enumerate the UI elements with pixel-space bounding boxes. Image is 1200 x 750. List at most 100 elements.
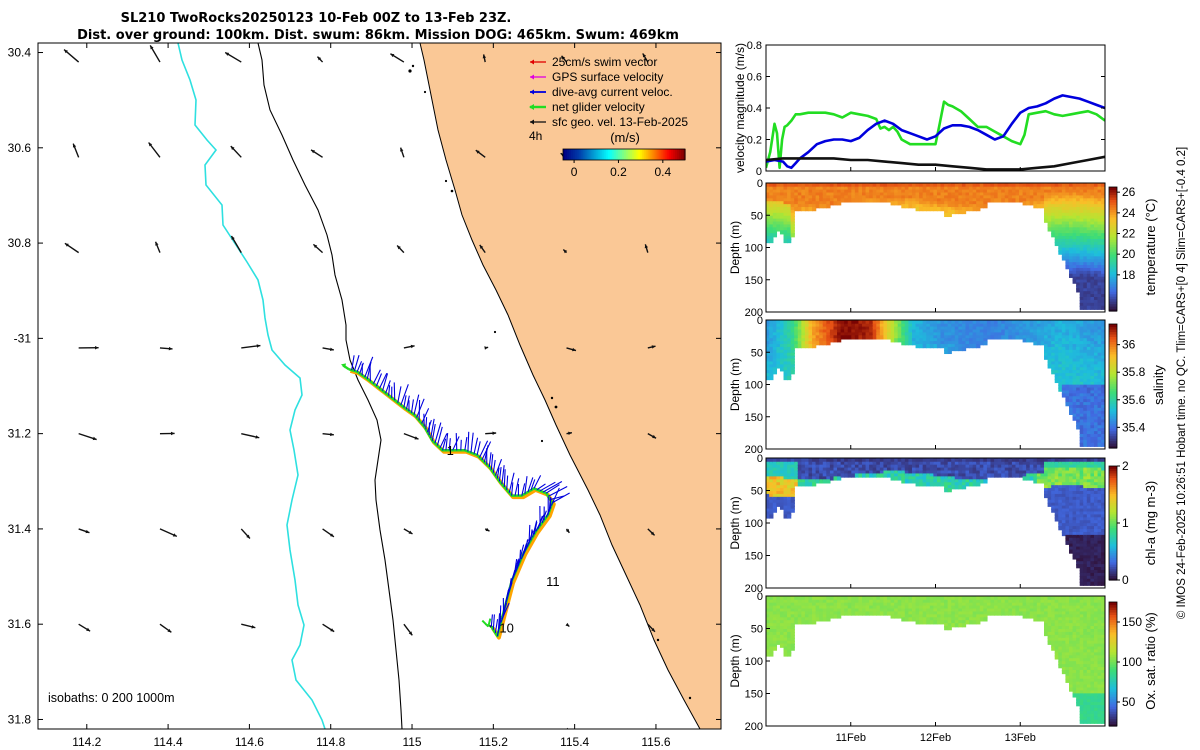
geo-velocity-arrow (647, 528, 656, 536)
section-cell (776, 323, 781, 328)
section-cell (766, 649, 770, 654)
section-cell (1004, 464, 1009, 469)
section-cell (951, 482, 956, 487)
section-colorbar-frame (1108, 323, 1118, 449)
section-cell (783, 646, 788, 651)
section-cell (783, 236, 788, 241)
section-cell (1069, 491, 1074, 496)
section-cell (769, 332, 774, 337)
section-cell (979, 329, 984, 334)
section-cell (1083, 479, 1088, 484)
section-cell (783, 626, 788, 631)
section-cell (954, 201, 960, 206)
section-cell (779, 470, 785, 475)
isobath-note: isobaths: 0 200 1000m (48, 691, 174, 705)
section-cell (1093, 241, 1099, 247)
section-cell (865, 611, 870, 616)
section-cell (1097, 320, 1102, 326)
section-cell (1065, 361, 1070, 366)
section-cell (883, 458, 888, 464)
section-cell (1083, 523, 1088, 528)
section-cell (1033, 332, 1038, 337)
section-cell (904, 479, 910, 484)
section-cell (936, 338, 942, 343)
section-cell (783, 352, 788, 357)
section-cell (822, 192, 827, 197)
map-x-tick-label: 114.6 (235, 735, 264, 749)
section-cell (1072, 482, 1077, 487)
section-cell (1090, 572, 1095, 578)
section-cell (1051, 473, 1056, 478)
section-cell (797, 482, 802, 487)
section-colorbar-cell (1109, 475, 1117, 478)
section-cell (1101, 259, 1105, 264)
section-cell (801, 611, 806, 616)
section-cell (829, 461, 835, 466)
current-vector (464, 436, 468, 451)
section-cell (804, 195, 810, 200)
section-cell (1086, 488, 1092, 493)
section-cell (922, 326, 927, 331)
section-cell (954, 479, 960, 484)
section-cell (915, 332, 920, 337)
section-cell (1097, 358, 1102, 363)
current-vector (516, 558, 520, 569)
section-cell (1090, 358, 1095, 363)
section-cell (1044, 488, 1049, 493)
colorbar-cell (593, 149, 597, 160)
section-cell (911, 323, 917, 328)
section-cell (1097, 526, 1102, 531)
section-cell (769, 329, 774, 334)
section-cell (1072, 520, 1077, 525)
section-cell (783, 370, 788, 375)
section-cell (1101, 496, 1105, 502)
section-cell (1083, 332, 1088, 337)
section-cell (790, 464, 795, 469)
section-cell (822, 204, 827, 209)
section-cell (1069, 404, 1074, 410)
section-cell (1101, 505, 1105, 510)
section-cell (1004, 192, 1009, 197)
section-cell (894, 476, 899, 481)
track-end-arrowhead (341, 363, 347, 369)
section-cell (797, 479, 802, 484)
section-cell (994, 198, 999, 203)
section-cell (897, 195, 902, 200)
section-cell (766, 341, 770, 346)
section-cell (1040, 479, 1045, 484)
section-depth-tick-label: 0 (757, 453, 763, 465)
section-cell (890, 599, 895, 604)
section-cell (947, 195, 952, 200)
section-cell (1079, 549, 1084, 554)
geo-velocity-arrow (241, 623, 256, 629)
section-cell (779, 611, 785, 616)
section-cell (994, 195, 999, 200)
section-cell (815, 341, 820, 346)
section-cell (911, 335, 917, 340)
current-vector (434, 422, 442, 444)
section-cell (1101, 526, 1105, 531)
section-cell (965, 476, 970, 481)
section-cell (1083, 299, 1088, 305)
section-cell (1072, 279, 1077, 284)
nearshore-islands (408, 64, 692, 700)
current-vector (431, 423, 436, 441)
section-colorbar-cell (1109, 423, 1117, 427)
section-cell (812, 198, 817, 203)
section-cell (879, 461, 885, 466)
section-cell (794, 338, 799, 343)
section-cell (1065, 241, 1070, 247)
section-colorbar-cell (1109, 333, 1117, 337)
section-cell (919, 192, 924, 197)
section-cell (1101, 537, 1105, 542)
section-cell (890, 473, 895, 478)
section-cell (1076, 373, 1081, 378)
section-cell (1079, 375, 1084, 381)
section-cell (822, 458, 827, 464)
section-cell (1097, 434, 1102, 439)
section-cell (1101, 224, 1105, 229)
section-cell (1086, 413, 1092, 418)
section-cell (829, 183, 835, 189)
section-cell (1079, 358, 1084, 363)
